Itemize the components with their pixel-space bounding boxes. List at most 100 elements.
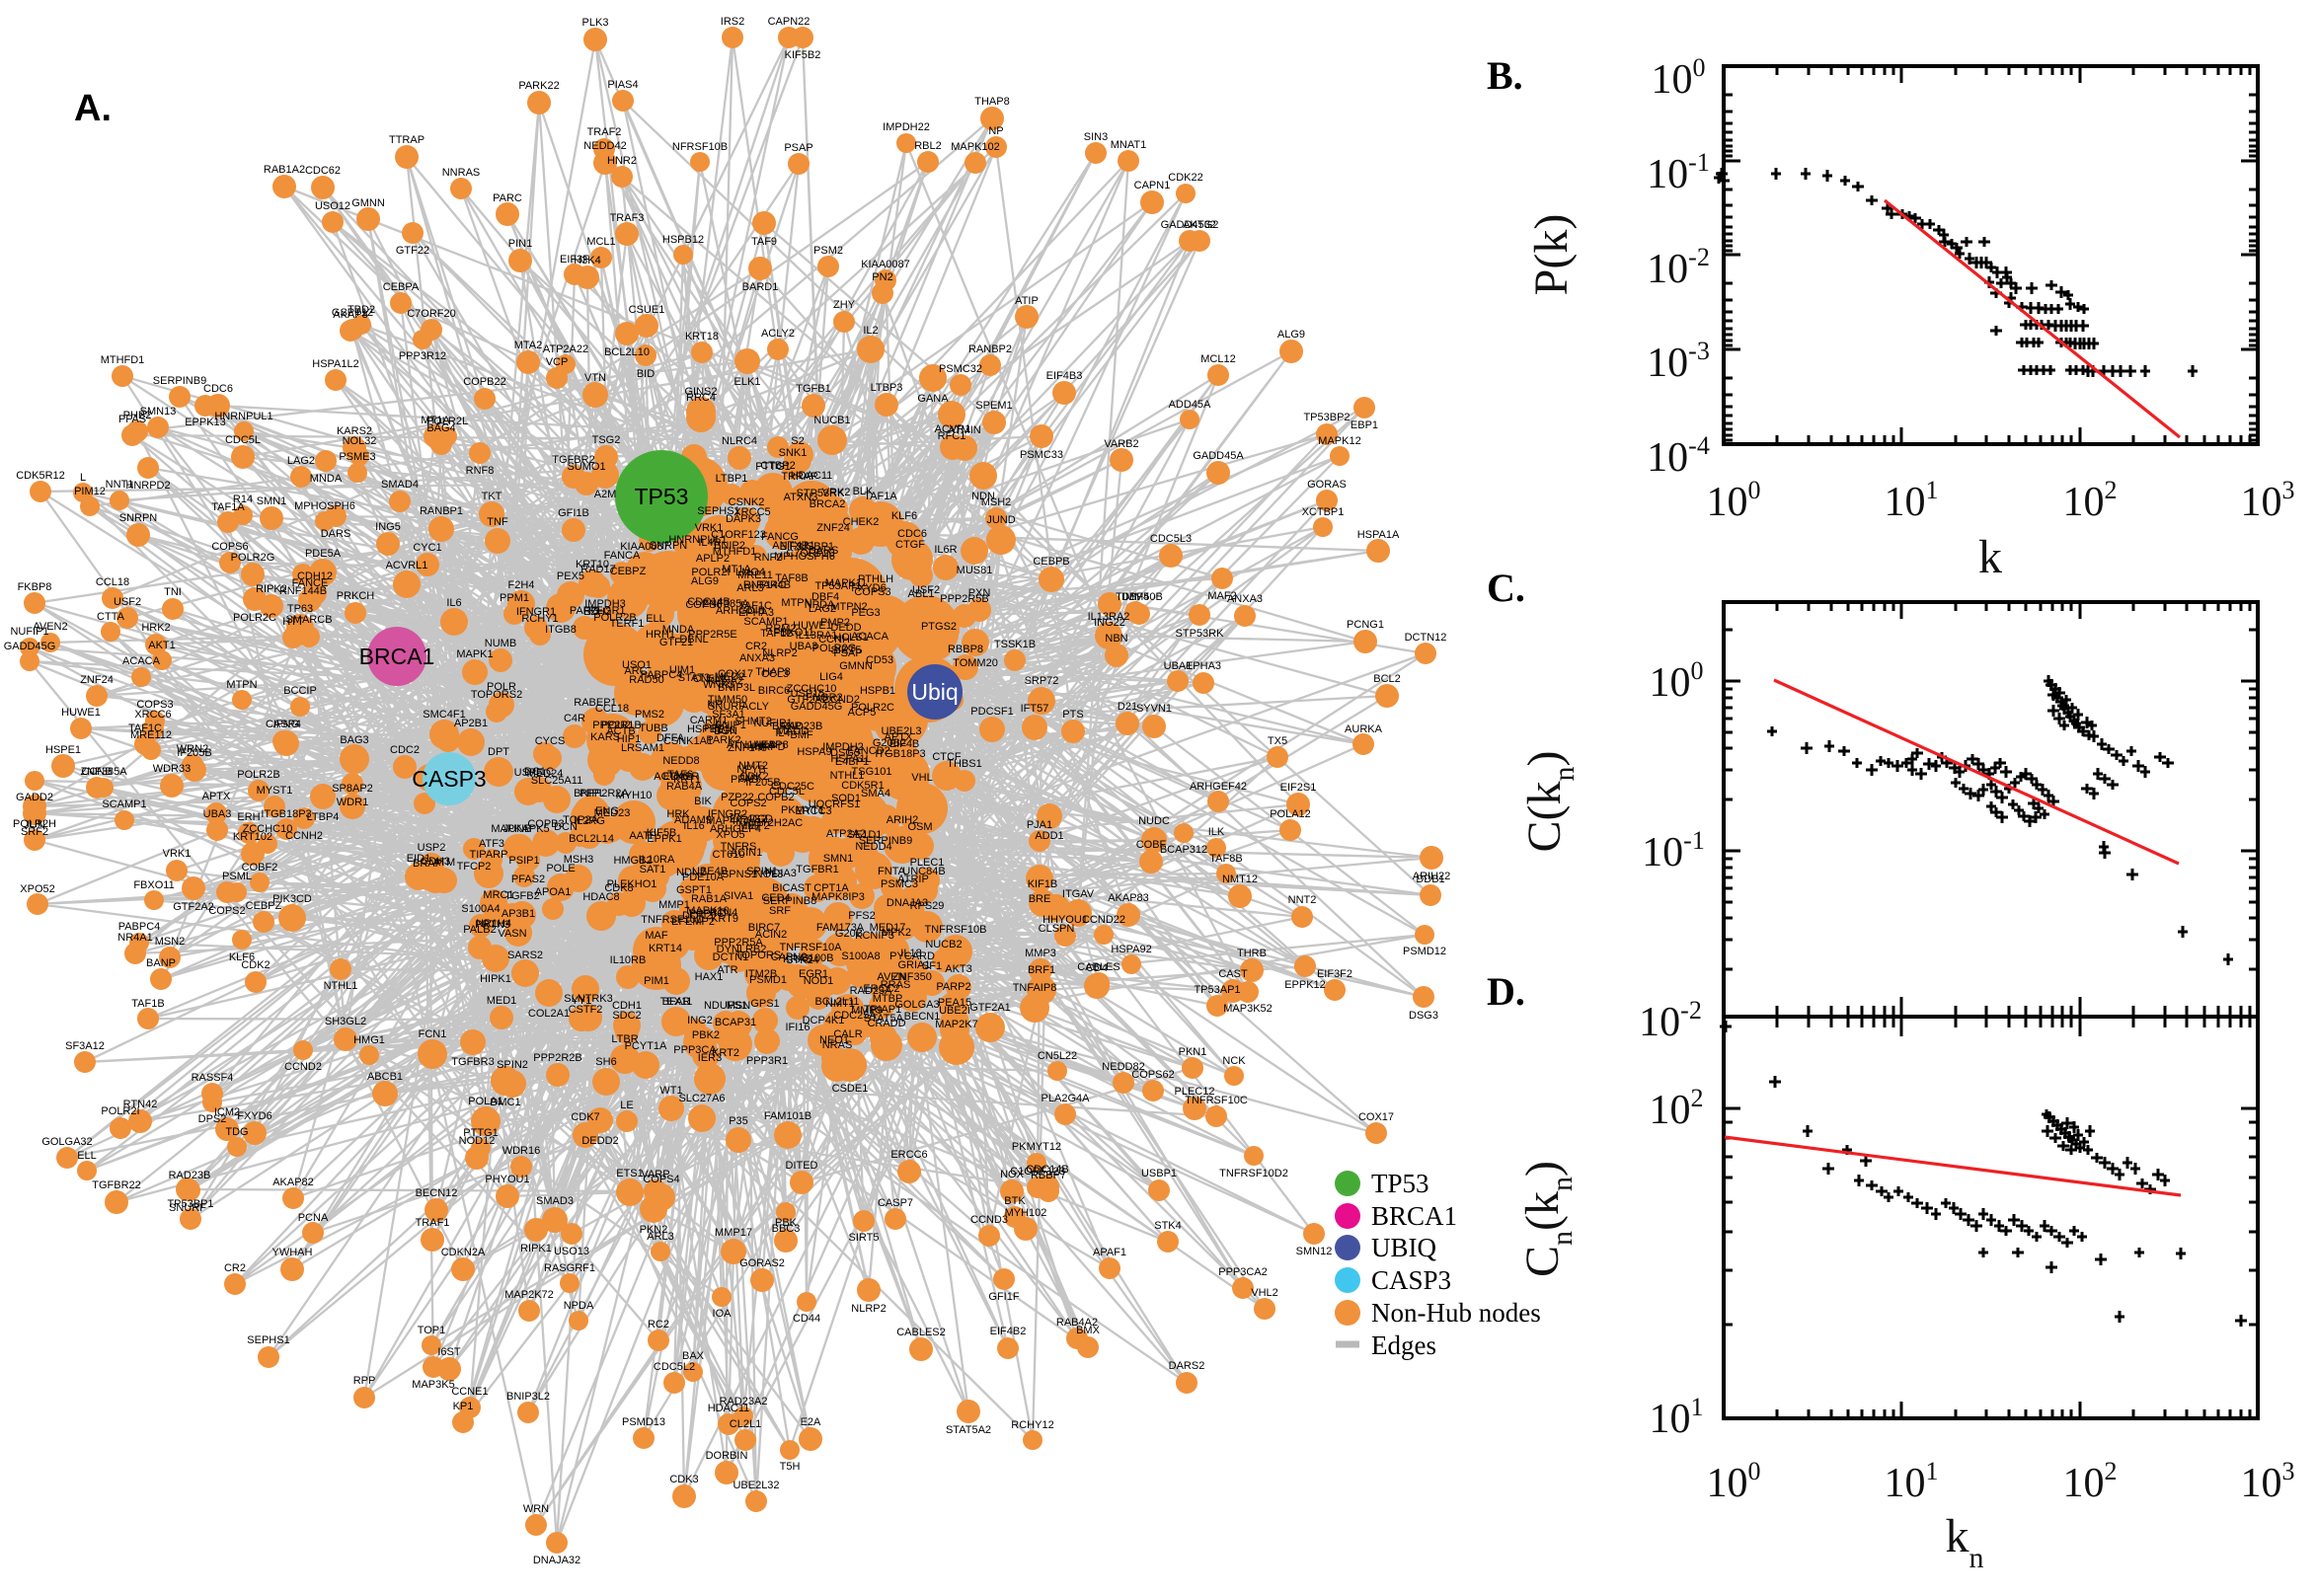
svg-text:KRT9: KRT9 (711, 913, 738, 925)
svg-text:RBL2: RBL2 (914, 140, 942, 152)
svg-text:PKN2: PKN2 (640, 1224, 668, 1236)
svg-text:HMG1: HMG1 (353, 1034, 385, 1046)
svg-text:CT610: CT610 (712, 849, 744, 861)
svg-text:MPHOSPH6: MPHOSPH6 (294, 500, 355, 512)
svg-text:SF3A1: SF3A1 (712, 709, 745, 721)
svg-text:CPT1A: CPT1A (813, 882, 849, 894)
svg-text:MAPK8IP3: MAPK8IP3 (811, 891, 865, 903)
svg-text:BLK: BLK (853, 486, 874, 497)
svg-text:MAPK102: MAPK102 (951, 141, 1000, 153)
svg-text:TERF1: TERF1 (610, 618, 645, 630)
svg-text:LTBP3: LTBP3 (871, 382, 903, 394)
svg-text:PPP3R1: PPP3R1 (746, 1055, 788, 1067)
svg-text:FANCD2: FANCD2 (847, 745, 889, 757)
svg-text:ELL: ELL (77, 1150, 97, 1162)
svg-text:BNIP1: BNIP1 (715, 720, 746, 731)
svg-text:ETS1: ETS1 (616, 1168, 644, 1179)
svg-text:TEX11: TEX11 (660, 996, 693, 1008)
svg-text:SMN12: SMN12 (1296, 1246, 1333, 1257)
svg-text:AKAP8: AKAP8 (753, 739, 788, 751)
svg-text:NMT1: NMT1 (825, 998, 855, 1010)
svg-text:CABLES2: CABLES2 (896, 1327, 946, 1338)
svg-text:COBF2: COBF2 (242, 862, 278, 874)
svg-text:UBE2L32: UBE2L32 (733, 1480, 779, 1491)
svg-text:IFNGR1: IFNGR1 (516, 606, 556, 618)
svg-text:DNAJA32: DNAJA32 (533, 1555, 580, 1566)
svg-text:TFCP2: TFCP2 (457, 861, 492, 873)
svg-text:KRT14: KRT14 (649, 943, 682, 954)
svg-text:TX5: TX5 (1268, 735, 1287, 747)
svg-text:UBA3: UBA3 (203, 808, 232, 820)
svg-text:S100B: S100B (801, 952, 833, 964)
svg-text:NCK: NCK (1222, 1055, 1246, 1067)
svg-text:NUDC: NUDC (1138, 815, 1170, 827)
svg-text:MPHOSPH6: MPHOSPH6 (774, 551, 835, 563)
svg-text:ANXA3: ANXA3 (739, 652, 775, 664)
svg-text:BANP: BANP (772, 721, 802, 732)
svg-text:EZH2: EZH2 (583, 606, 611, 618)
svg-text:PEX5: PEX5 (557, 570, 584, 582)
svg-text:PSMC3: PSMC3 (881, 878, 918, 890)
svg-text:CABLES: CABLES (1077, 961, 1119, 973)
svg-text:RTN4: RTN4 (710, 907, 738, 919)
svg-text:PSMC32: PSMC32 (939, 363, 982, 375)
svg-text:SIRT5: SIRT5 (831, 645, 862, 656)
svg-text:BCCIP: BCCIP (283, 685, 317, 697)
svg-text:NR1H4: NR1H4 (476, 918, 511, 930)
svg-text:ARHGEF4: ARHGEF4 (710, 823, 761, 835)
svg-text:STAT3: STAT3 (678, 672, 711, 684)
svg-text:MTHFD1: MTHFD1 (713, 546, 757, 558)
svg-text:BCL2: BCL2 (1373, 673, 1401, 685)
svg-text:PTS: PTS (1062, 709, 1083, 721)
svg-text:KRT1: KRT1 (673, 774, 701, 786)
svg-text:MED24: MED24 (527, 768, 564, 780)
svg-text:RAD23B: RAD23B (781, 721, 823, 732)
svg-text:TAF8B: TAF8B (1209, 853, 1242, 865)
svg-text:BCAP31: BCAP31 (715, 1017, 756, 1028)
svg-text:IL18: IL18 (900, 948, 921, 959)
svg-text:CCNB: CCNB (81, 766, 112, 778)
svg-text:MED2: MED2 (715, 671, 745, 683)
svg-text:IL16: IL16 (683, 820, 704, 832)
svg-text:RAD23B: RAD23B (169, 1170, 211, 1181)
svg-text:ACTB: ACTB (606, 725, 635, 737)
svg-text:FANCG: FANCG (761, 531, 799, 543)
svg-text:VRK1: VRK1 (163, 848, 192, 860)
svg-text:JUN: JUN (24, 819, 44, 831)
svg-text:PEG3: PEG3 (851, 607, 880, 619)
svg-text:TNFRSF10C: TNFRSF10C (1185, 1095, 1248, 1106)
svg-text:NUCB1: NUCB1 (813, 415, 850, 426)
svg-text:TAF1B: TAF1B (131, 998, 164, 1010)
svg-text:PLA2G4A: PLA2G4A (1042, 1093, 1091, 1104)
svg-text:GRIA1: GRIA1 (897, 959, 930, 971)
svg-text:NRAS: NRAS (822, 1039, 853, 1051)
svg-text:USBP1: USBP1 (799, 541, 834, 553)
svg-text:PSMC33: PSMC33 (1020, 449, 1063, 461)
svg-text:KRT2: KRT2 (712, 1047, 739, 1059)
svg-text:IF205B: IF205B (177, 747, 211, 759)
svg-text:PTGS2: PTGS2 (921, 621, 957, 633)
svg-text:PSM2: PSM2 (813, 245, 843, 257)
svg-text:PLEKHO1: PLEKHO1 (607, 878, 657, 890)
svg-text:WT1: WT1 (659, 1085, 682, 1097)
svg-text:FKBP8: FKBP8 (18, 581, 52, 593)
svg-text:FXYD6: FXYD6 (237, 1110, 271, 1122)
svg-text:CSUE1: CSUE1 (629, 304, 665, 316)
svg-text:EIF3J: EIF3J (780, 541, 809, 553)
svg-text:CDC5L2: CDC5L2 (654, 1361, 695, 1373)
svg-text:GTF22: GTF22 (396, 245, 429, 257)
svg-text:ITGB18P3: ITGB18P3 (261, 808, 311, 820)
svg-text:MAP4K4: MAP4K4 (706, 815, 748, 827)
svg-text:AKT1: AKT1 (148, 640, 176, 651)
svg-text:MYH10: MYH10 (616, 790, 653, 801)
svg-text:PIK3CD: PIK3CD (272, 893, 312, 905)
svg-text:GMNN: GMNN (351, 197, 385, 209)
svg-text:HSPA9: HSPA9 (797, 746, 831, 758)
svg-text:CRADD: CRADD (867, 1018, 905, 1029)
svg-text:CASP4: CASP4 (266, 719, 301, 730)
svg-text:MCL1: MCL1 (586, 236, 615, 248)
svg-text:POLR2G: POLR2G (231, 552, 275, 564)
svg-text:TOP1: TOP1 (418, 1325, 446, 1336)
svg-text:LRSAM1: LRSAM1 (621, 742, 664, 754)
svg-text:PFS2: PFS2 (848, 910, 876, 922)
